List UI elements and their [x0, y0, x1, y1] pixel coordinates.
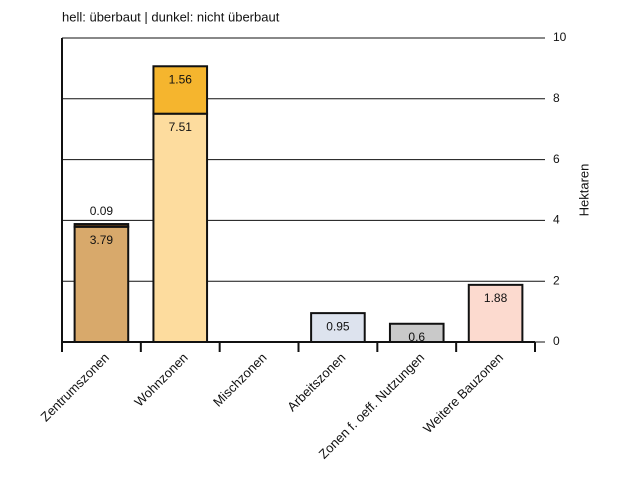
x-tick-label: Arbeitszonen: [284, 350, 348, 414]
value-label: 3.79: [90, 233, 114, 247]
bar-segment: [152, 112, 209, 343]
value-label: 1.88: [484, 291, 508, 305]
value-label: 0.6: [408, 330, 425, 344]
value-label: 0.95: [326, 319, 350, 333]
y-tick-label: 10: [553, 30, 567, 44]
y-tick-label: 6: [553, 152, 560, 166]
y-tick-label: 0: [553, 334, 560, 348]
x-tick-label: Mischzonen: [210, 350, 270, 410]
bar-segment: [388, 322, 445, 344]
y-tick-label: 4: [553, 213, 560, 227]
bar-segment: [152, 65, 209, 115]
y-axis-label: Hektaren: [576, 164, 591, 217]
x-tick-label: Zentrumszonen: [37, 350, 111, 424]
x-tick-label: Weitere Bauzonen: [420, 350, 506, 436]
y-tick-label: 2: [553, 273, 560, 287]
y-tick-label: 8: [553, 91, 560, 105]
bar-segment: [73, 223, 130, 228]
bar-segment: [467, 283, 524, 343]
chart-subtitle: hell: überbaut | dunkel: nicht überbaut: [62, 9, 280, 24]
x-tick-label: Wohnzonen: [131, 350, 191, 410]
value-label: 0.09: [90, 204, 114, 218]
value-label: 7.51: [169, 120, 193, 134]
value-label: 1.56: [169, 72, 193, 86]
bar-segment: [310, 312, 366, 343]
